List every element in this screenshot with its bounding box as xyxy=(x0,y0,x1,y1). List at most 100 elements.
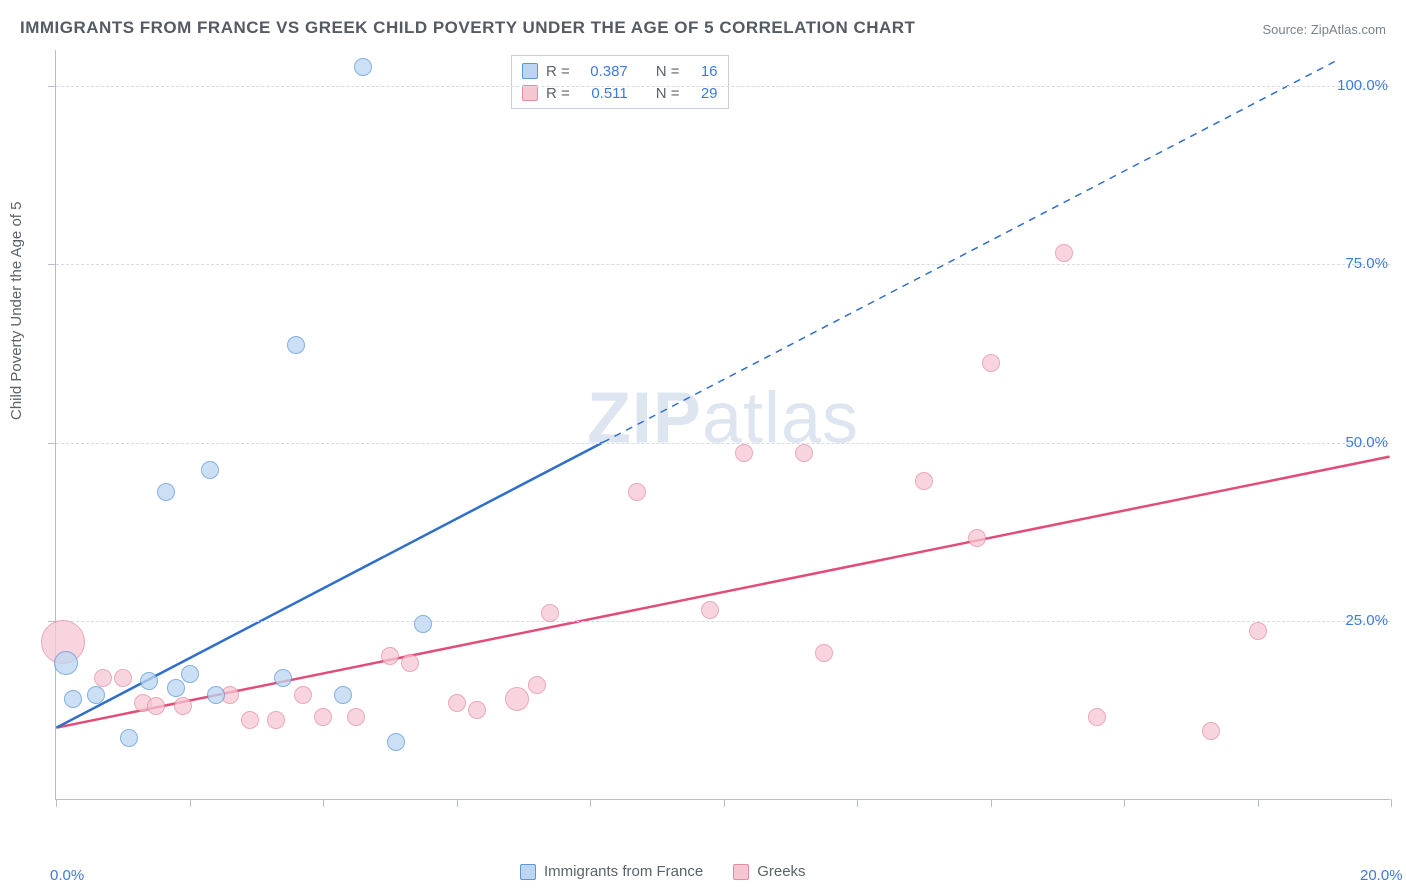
data-point-series-b xyxy=(628,483,646,501)
series-b-r-value: 0.511 xyxy=(578,85,628,102)
legend-row-series-a: R = 0.387 N = 16 xyxy=(522,60,718,82)
data-point-series-b xyxy=(1088,708,1106,726)
series-a-r-value: 0.387 xyxy=(578,63,628,80)
data-point-series-a xyxy=(120,729,138,747)
data-point-series-b xyxy=(174,697,192,715)
x-tick xyxy=(56,799,57,807)
data-point-series-a xyxy=(54,651,78,675)
data-point-series-a xyxy=(201,461,219,479)
y-tick xyxy=(48,86,56,87)
trend-line xyxy=(603,61,1336,443)
data-point-series-a xyxy=(274,669,292,687)
data-point-series-a xyxy=(157,483,175,501)
y-tick-label: 25.0% xyxy=(1345,612,1388,629)
data-point-series-b xyxy=(401,654,419,672)
legend-item-series-b: Greeks xyxy=(733,863,805,880)
data-point-series-b xyxy=(541,604,559,622)
x-tick xyxy=(590,799,591,807)
data-point-series-b xyxy=(1249,622,1267,640)
r-label: R = xyxy=(546,85,570,102)
gridline xyxy=(56,86,1390,87)
data-point-series-a xyxy=(387,733,405,751)
x-tick xyxy=(1391,799,1392,807)
correlation-legend: R = 0.387 N = 16 R = 0.511 N = 29 xyxy=(511,55,729,109)
data-point-series-b xyxy=(267,711,285,729)
swatch-series-a xyxy=(520,864,536,880)
data-point-series-a xyxy=(287,336,305,354)
data-point-series-b xyxy=(114,669,132,687)
r-label: R = xyxy=(546,63,570,80)
data-point-series-b xyxy=(701,601,719,619)
gridline xyxy=(56,621,1390,622)
series-b-n-value: 29 xyxy=(688,85,718,102)
data-point-series-b xyxy=(381,647,399,665)
data-point-series-b xyxy=(294,686,312,704)
data-point-series-a xyxy=(181,665,199,683)
swatch-series-b xyxy=(733,864,749,880)
legend-item-series-a: Immigrants from France xyxy=(520,863,703,880)
y-axis-label: Child Poverty Under the Age of 5 xyxy=(8,202,25,420)
swatch-series-b xyxy=(522,85,538,101)
trend-line xyxy=(56,457,1389,728)
y-tick-label: 75.0% xyxy=(1345,255,1388,272)
x-tick xyxy=(857,799,858,807)
y-tick xyxy=(48,264,56,265)
n-label: N = xyxy=(656,85,680,102)
data-point-series-b xyxy=(528,676,546,694)
x-tick xyxy=(323,799,324,807)
series-legend: Immigrants from France Greeks xyxy=(520,863,806,880)
plot-area: ZIPatlas R = 0.387 N = 16 R = 0.511 N = … xyxy=(55,50,1390,800)
source-attribution: Source: ZipAtlas.com xyxy=(1262,22,1386,37)
data-point-series-b xyxy=(241,711,259,729)
n-label: N = xyxy=(656,63,680,80)
data-point-series-b xyxy=(468,701,486,719)
x-tick xyxy=(457,799,458,807)
data-point-series-b xyxy=(1202,722,1220,740)
data-point-series-a xyxy=(87,686,105,704)
trend-line xyxy=(56,442,603,727)
x-tick xyxy=(190,799,191,807)
source-label: Source: xyxy=(1262,22,1310,37)
data-point-series-a xyxy=(207,686,225,704)
data-point-series-a xyxy=(64,690,82,708)
data-point-series-a xyxy=(334,686,352,704)
trend-lines-layer xyxy=(56,50,1390,799)
y-tick-label: 100.0% xyxy=(1337,77,1388,94)
x-tick xyxy=(724,799,725,807)
source-value: ZipAtlas.com xyxy=(1311,22,1386,37)
gridline xyxy=(56,264,1390,265)
watermark: ZIPatlas xyxy=(587,377,859,459)
series-a-name: Immigrants from France xyxy=(544,863,703,880)
swatch-series-a xyxy=(522,63,538,79)
watermark-rest: atlas xyxy=(702,378,859,458)
y-tick-label: 50.0% xyxy=(1345,434,1388,451)
data-point-series-a xyxy=(414,615,432,633)
watermark-bold: ZIP xyxy=(587,378,702,458)
data-point-series-b xyxy=(1055,244,1073,262)
series-b-name: Greeks xyxy=(757,863,805,880)
data-point-series-a xyxy=(140,672,158,690)
data-point-series-b xyxy=(147,697,165,715)
x-tick-label: 20.0% xyxy=(1360,867,1403,884)
x-tick-label: 0.0% xyxy=(50,867,84,884)
data-point-series-b xyxy=(968,529,986,547)
data-point-series-b xyxy=(735,444,753,462)
data-point-series-b xyxy=(448,694,466,712)
x-tick xyxy=(1258,799,1259,807)
data-point-series-a xyxy=(354,58,372,76)
data-point-series-b xyxy=(982,354,1000,372)
data-point-series-b xyxy=(94,669,112,687)
chart-title: IMMIGRANTS FROM FRANCE VS GREEK CHILD PO… xyxy=(20,18,915,38)
y-tick xyxy=(48,443,56,444)
gridline xyxy=(56,443,1390,444)
data-point-series-b xyxy=(347,708,365,726)
x-tick xyxy=(1124,799,1125,807)
data-point-series-b xyxy=(815,644,833,662)
data-point-series-b xyxy=(314,708,332,726)
data-point-series-b xyxy=(915,472,933,490)
data-point-series-b xyxy=(795,444,813,462)
data-point-series-b xyxy=(505,687,529,711)
x-tick xyxy=(991,799,992,807)
data-point-series-a xyxy=(167,679,185,697)
series-a-n-value: 16 xyxy=(688,63,718,80)
